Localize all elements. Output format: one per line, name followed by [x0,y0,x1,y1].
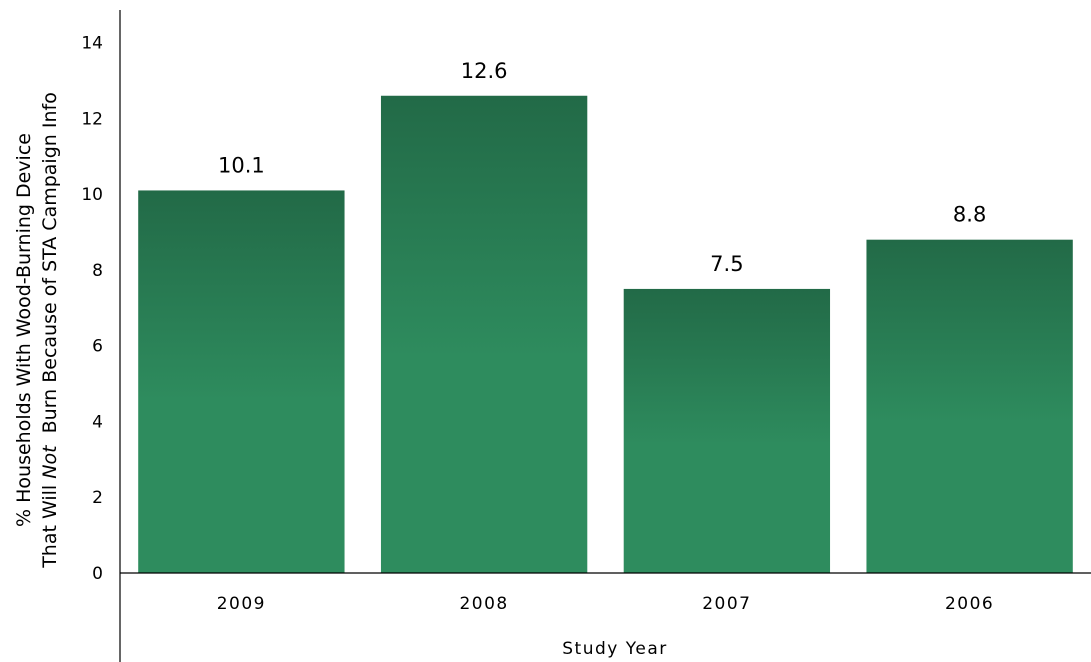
y-tick-label-10: 10 [81,185,103,205]
y-tick-label-8: 8 [92,261,103,281]
y-axis-title-line1: % Households With Wood-Burning Device [13,133,35,527]
x-tick-label-2008: 2008 [459,594,508,614]
x-tick-label-2007: 2007 [702,594,751,614]
y-axis-title-line2-italic: Not [39,444,61,479]
svg-text:That Will Not Burn Because of: That Will Not Burn Because of STA Campai… [39,92,61,569]
data-label-2009: 10.1 [218,153,265,177]
x-tick-label-2006: 2006 [945,594,994,614]
y-tick-label-6: 6 [92,337,103,357]
bars [138,95,1073,574]
data-label-2007: 7.5 [710,252,743,276]
y-axis-title-line2-prefix: That Will [39,479,61,569]
data-labels: 10.1 12.6 7.5 8.8 [218,59,986,276]
svg-text:% Households With Wood-Burning: % Households With Wood-Burning Device [13,133,35,527]
x-tick-label-2009: 2009 [217,594,266,614]
y-tick-label-0: 0 [92,564,103,584]
y-axis-ticks: 0 2 4 6 8 10 12 14 [81,34,103,584]
bar-2007 [623,288,831,573]
y-tick-label-4: 4 [92,412,103,432]
x-axis-title: Study Year [562,639,667,659]
bar-2008 [380,95,588,574]
x-axis-ticks: 2009 2008 2007 2006 [217,594,994,614]
y-axis-title-line2-suffix: Burn Because of STA Campaign Info [39,92,61,445]
data-label-2006: 8.8 [953,203,986,227]
bar-2006 [866,239,1073,573]
y-tick-label-12: 12 [81,109,103,129]
data-label-2008: 12.6 [461,59,508,83]
bar-2009 [138,190,345,574]
y-axis-title: % Households With Wood-Burning Device Th… [13,92,61,569]
y-tick-label-2: 2 [92,488,103,508]
y-tick-label-14: 14 [81,34,103,54]
